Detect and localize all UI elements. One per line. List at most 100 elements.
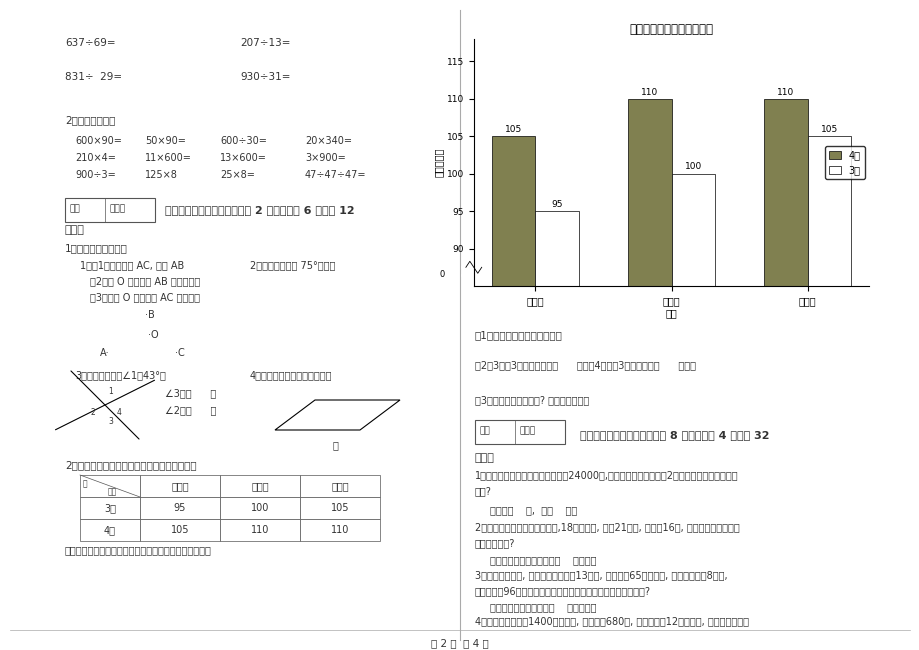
- Text: 得分: 得分: [480, 426, 490, 435]
- Bar: [65, 198, 154, 222]
- Text: 4、工程队修一条长1400米的公路, 已经修了680米, 剩下的要在12天内完成, 平均每天修多少: 4、工程队修一条长1400米的公路, 已经修了680米, 剩下的要在12天内完成…: [474, 616, 748, 626]
- Text: 1、某粮店上月运进大米和白面共有24000吨,已知运进大米比白面多2倍，运进大米和白面各多: 1、某粮店上月运进大米和白面共有24000吨,已知运进大米比白面多2倍，运进大米…: [474, 470, 738, 480]
- Text: 2、一个养鸡场星期一收的鸡蛋,18个装一箱, 装了21箱后, 还剩下16个, 这个养鸡场星期一收: 2、一个养鸡场星期一收的鸡蛋,18个装一箱, 装了21箱后, 还剩下16个, 这…: [474, 522, 739, 532]
- Text: 3．下图中，已知∠1＝43°，: 3．下图中，已知∠1＝43°，: [75, 370, 165, 380]
- Text: 根据统计表信息完成下面的统计图，并回答下面的问题。: 根据统计表信息完成下面的统计图，并回答下面的问题。: [65, 545, 211, 555]
- Bar: [80, 519, 140, 541]
- Y-axis label: 数量（棵）: 数量（棵）: [434, 148, 444, 177]
- Text: 评卷人: 评卷人: [110, 204, 126, 213]
- Text: 2: 2: [91, 408, 96, 417]
- Text: 1: 1: [108, 387, 113, 396]
- Text: 答：这个养鸡场星期一收了    个鸡蛋。: 答：这个养鸡场星期一收了 个鸡蛋。: [490, 555, 596, 565]
- Bar: [300, 475, 380, 497]
- Text: 210×4=: 210×4=: [75, 153, 116, 163]
- Text: 47÷47÷47=: 47÷47÷47=: [305, 170, 366, 180]
- Text: 1．（1）画出直线 AC, 射线 AB: 1．（1）画出直线 AC, 射线 AB: [80, 260, 184, 270]
- Text: （2）3月份3个年级共植树（      ）棵，4月份比3月份多植树（      ）棵。: （2）3月份3个年级共植树（ ）棵，4月份比3月份多植树（ ）棵。: [474, 360, 696, 370]
- Text: 105: 105: [331, 503, 349, 513]
- Text: 月: 月: [83, 479, 87, 488]
- Text: 105: 105: [820, 125, 837, 134]
- Text: 3×900=: 3×900=: [305, 153, 346, 163]
- Text: 年级: 年级: [108, 487, 117, 496]
- Text: 分）。: 分）。: [65, 225, 85, 235]
- Text: ·B: ·B: [145, 310, 154, 320]
- Text: 11×600=: 11×600=: [145, 153, 192, 163]
- X-axis label: 班级: 班级: [665, 309, 676, 318]
- Text: 4月: 4月: [104, 525, 116, 535]
- Text: 95: 95: [174, 503, 186, 513]
- Text: ·C: ·C: [175, 348, 185, 358]
- Bar: [220, 519, 300, 541]
- Text: 答：大米    吨,  白面    吨。: 答：大米 吨, 白面 吨。: [490, 505, 576, 515]
- Text: 100: 100: [251, 503, 269, 513]
- Text: 25×8=: 25×8=: [220, 170, 255, 180]
- Bar: [140, 475, 220, 497]
- Title: 某小学春季植树情况统计图: 某小学春季植树情况统计图: [629, 23, 713, 36]
- Text: 3、有一个长方形, 如果把它的长延长13厘米, 面积增加65平方厘米, 如果把宽增加8厘米,: 3、有一个长方形, 如果把它的长延长13厘米, 面积增加65平方厘米, 如果把宽…: [474, 570, 727, 580]
- Text: 4: 4: [117, 408, 121, 417]
- Text: 637÷69=: 637÷69=: [65, 38, 116, 48]
- Text: 了多少个鸡蛋?: 了多少个鸡蛋?: [474, 538, 515, 548]
- Text: 600÷30=: 600÷30=: [220, 136, 267, 146]
- Text: 207÷13=: 207÷13=: [240, 38, 290, 48]
- Text: 五年级: 五年级: [251, 481, 268, 491]
- Text: 五、认真思考，综合能力（共 2 小题，每题 6 分，共 12: 五、认真思考，综合能力（共 2 小题，每题 6 分，共 12: [165, 205, 354, 215]
- Text: 4．画出平行四边形底上的高。: 4．画出平行四边形底上的高。: [250, 370, 332, 380]
- Text: 第 2 页  共 4 页: 第 2 页 共 4 页: [431, 638, 488, 648]
- Bar: [140, 519, 220, 541]
- Text: 110: 110: [641, 88, 658, 97]
- Text: ∠3＝（      ）: ∠3＝（ ）: [165, 388, 216, 398]
- Text: 20×340=: 20×340=: [305, 136, 352, 146]
- Bar: [300, 497, 380, 519]
- Bar: [492, 136, 535, 650]
- Text: 少吨?: 少吨?: [474, 486, 492, 496]
- Text: 0: 0: [439, 270, 444, 280]
- Legend: 4月, 3月: 4月, 3月: [824, 146, 864, 179]
- Bar: [764, 99, 807, 650]
- Bar: [807, 136, 850, 650]
- Text: 分）。: 分）。: [474, 453, 494, 463]
- Bar: [535, 211, 578, 650]
- Text: 13×600=: 13×600=: [220, 153, 267, 163]
- Text: 95: 95: [550, 200, 562, 209]
- Text: 600×90=: 600×90=: [75, 136, 121, 146]
- Text: 2．直接写得数。: 2．直接写得数。: [65, 115, 115, 125]
- Text: 2．用量角器画一 75°的角。: 2．用量角器画一 75°的角。: [250, 260, 335, 270]
- Text: 105: 105: [505, 125, 522, 134]
- Text: 六、应用知识，解决问题（共 8 小题，每题 4 分，共 32: 六、应用知识，解决问题（共 8 小题，每题 4 分，共 32: [579, 430, 768, 440]
- Text: 则面积增加96平方厘米。请问原来长方形的面积是多少平方厘米?: 则面积增加96平方厘米。请问原来长方形的面积是多少平方厘米?: [474, 586, 651, 596]
- Text: 125×8: 125×8: [145, 170, 177, 180]
- Bar: [300, 519, 380, 541]
- Text: 3: 3: [108, 417, 113, 426]
- Text: 50×90=: 50×90=: [145, 136, 186, 146]
- Text: 六年级: 六年级: [331, 481, 348, 491]
- Bar: [220, 497, 300, 519]
- Text: 110: 110: [331, 525, 349, 535]
- Text: （3）还能提出哪些问题? 试着解决一下。: （3）还能提出哪些问题? 试着解决一下。: [474, 395, 588, 405]
- Bar: [80, 475, 140, 497]
- Text: A·: A·: [100, 348, 109, 358]
- Text: ·O: ·O: [148, 330, 158, 340]
- Text: 四年级: 四年级: [171, 481, 188, 491]
- Text: 1、画一画，填一填。: 1、画一画，填一填。: [65, 243, 128, 253]
- Text: 100: 100: [684, 162, 701, 172]
- Text: （1）哪个年级春季植树最多？: （1）哪个年级春季植树最多？: [474, 330, 562, 340]
- Text: 得分: 得分: [70, 204, 81, 213]
- Text: 评卷人: 评卷人: [519, 426, 536, 435]
- Text: 831÷  29=: 831÷ 29=: [65, 72, 122, 82]
- Bar: [140, 497, 220, 519]
- Text: （3）再过 O 点画射线 AC 的垂线。: （3）再过 O 点画射线 AC 的垂线。: [90, 292, 199, 302]
- Text: 110: 110: [251, 525, 269, 535]
- Text: 105: 105: [171, 525, 189, 535]
- Text: 930÷31=: 930÷31=: [240, 72, 290, 82]
- Text: 答：原来长方形的面积是    平方厘米。: 答：原来长方形的面积是 平方厘米。: [490, 602, 596, 612]
- Text: 2、下面是某小学三个年级植树情况的统计表。: 2、下面是某小学三个年级植树情况的统计表。: [65, 460, 197, 470]
- Text: 900÷3=: 900÷3=: [75, 170, 116, 180]
- Bar: [628, 99, 671, 650]
- Bar: [671, 174, 714, 650]
- Bar: [474, 420, 564, 444]
- Text: 底: 底: [332, 440, 337, 450]
- Text: ∠2＝（      ）: ∠2＝（ ）: [165, 405, 216, 415]
- Bar: [220, 475, 300, 497]
- Text: 3月: 3月: [104, 503, 116, 513]
